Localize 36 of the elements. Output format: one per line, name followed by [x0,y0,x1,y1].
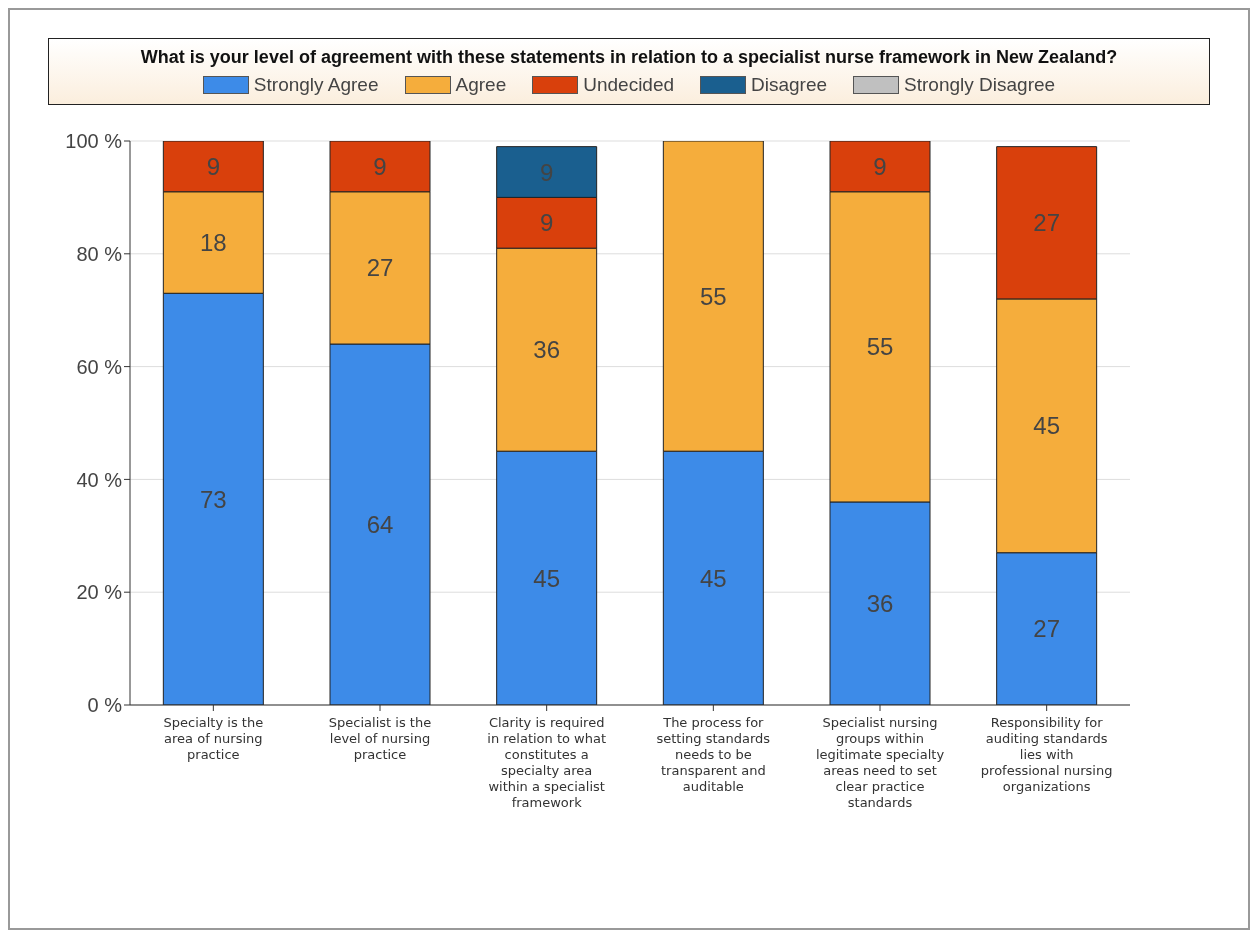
data-label: 9 [539,209,554,237]
legend-label: Disagree [751,74,828,96]
data-label: 9 [539,158,554,186]
data-label: 9 [373,152,387,180]
x-tick-label: Specialty is the area of nursing practice [163,715,264,762]
data-label: 55 [866,333,894,361]
data-label: 18 [199,229,227,257]
data-label: 55 [699,282,727,310]
x-tick-label: The process for setting standards needs to be transparent and auditable [656,715,771,794]
chart-title: What is your level of agreement with these statements in relation to a specialist nurse framework in New Zealand? [139,47,1119,68]
data-label: 27 [1033,615,1061,643]
data-label: 64 [366,511,394,539]
data-label: 45 [1033,412,1061,440]
y-tick-label: 40 % [76,468,123,491]
x-tick-label: Responsibility for auditing standards lies with professional nursing organizations [980,715,1113,794]
data-label: 27 [366,254,394,282]
x-tick-label: Clarity is required in relation to what constitutes a specialty area within a specialist framework [487,715,607,810]
data-label: 36 [533,336,561,364]
legend-label: Undecided [583,74,675,96]
legend-label: Agree [455,74,507,96]
data-label: 9 [873,152,887,180]
y-tick-label: 0 % [87,694,123,717]
data-label: 45 [533,564,561,592]
data-label: 27 [1033,209,1061,237]
y-tick-label: 100 % [65,130,123,153]
legend-label: Strongly Disagree [904,74,1056,96]
data-label: 73 [199,485,227,513]
y-tick-label: 80 % [76,242,123,265]
data-label: 36 [866,590,894,617]
x-tick-label: Specialist is the level of nursing practice [328,715,432,762]
x-tick-label: Specialist nursing groups within legitimate specialty areas need to set clear practice standards [815,715,945,810]
data-label: 45 [699,564,727,592]
y-tick-label: 20 % [76,581,123,604]
data-label: 9 [206,152,221,180]
y-tick-label: 60 % [76,355,123,378]
legend-label: Strongly Agree [253,74,379,96]
